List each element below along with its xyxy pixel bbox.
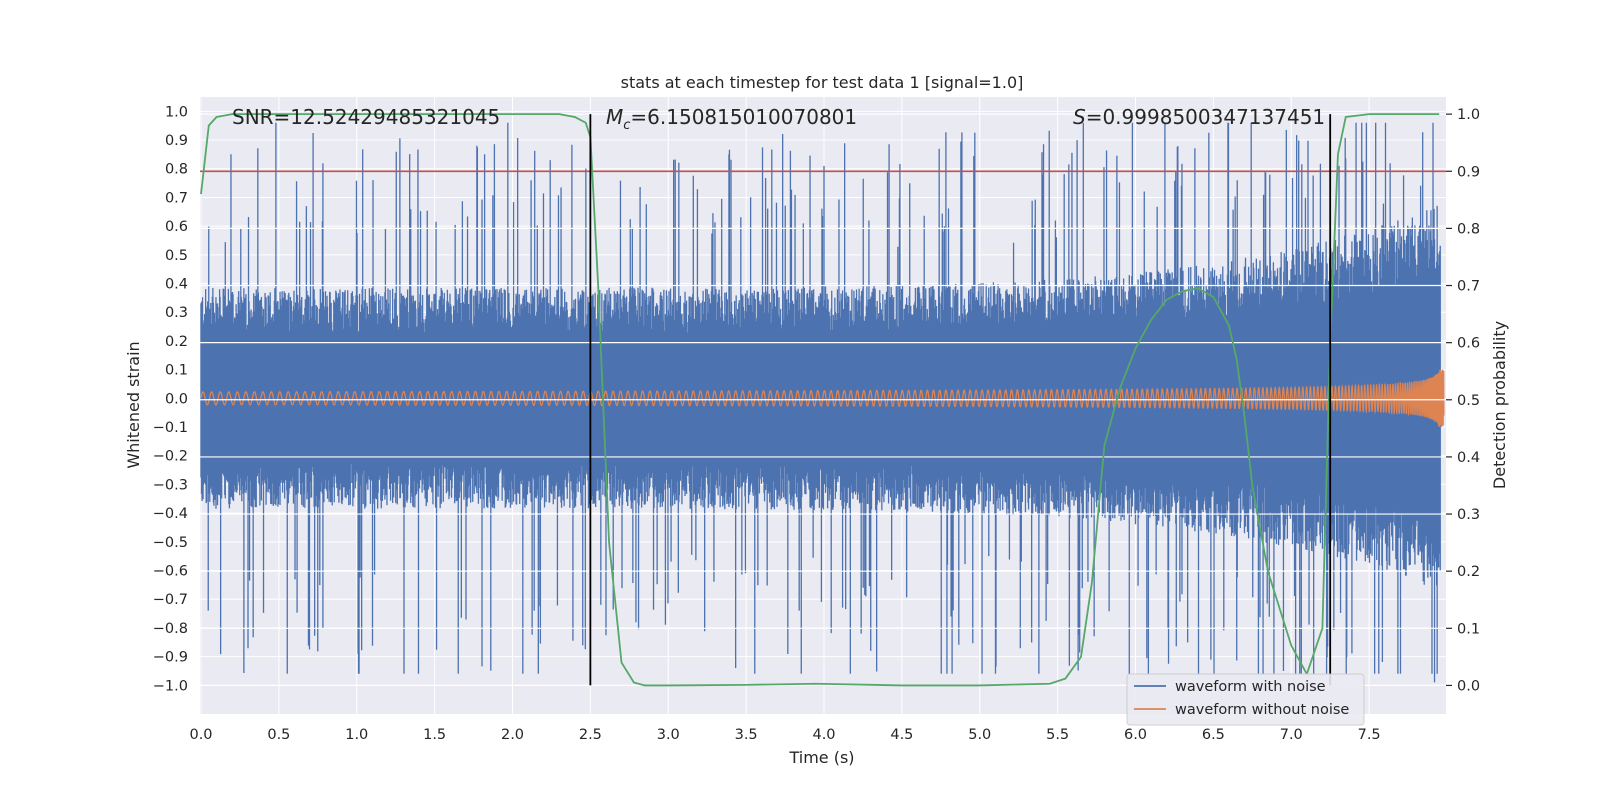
x-tick-label: 5.0 <box>968 727 991 743</box>
clean-waveform-path <box>200 369 1445 428</box>
y-right-tick-label: 0.3 <box>1457 507 1480 523</box>
y-axis-right-ticks: 1.0 0.9 0.8 0.7 0.6 0.5 0.4 0.3 0.2 0.1 0.0 <box>1446 107 1480 694</box>
y-left-tick-label: 0.4 <box>165 277 188 293</box>
y-right-tick-label: 0.2 <box>1457 564 1480 580</box>
y-axis-left-ticks: 1.0 0.9 0.8 0.7 0.6 0.5 0.4 0.3 0.2 0.1 0.0 −0.1 −0.… <box>153 104 188 694</box>
chart-title: stats at each timestep for test data 1 [… <box>621 73 1024 92</box>
y-left-tick-label: −0.9 <box>153 650 188 666</box>
y-left-tick-label: 0.9 <box>165 133 188 149</box>
y-right-tick-label: 0.5 <box>1457 393 1480 409</box>
x-tick-label: 5.5 <box>1046 727 1069 743</box>
y-right-tick-label: 0.9 <box>1457 164 1480 180</box>
x-tick-label: 7.0 <box>1280 727 1303 743</box>
chirp-mass-symbol: M <box>606 105 623 129</box>
y-left-tick-label: −1.0 <box>153 678 188 694</box>
y-left-tick-label: −0.8 <box>153 621 188 637</box>
y-right-tick-label: 0.0 <box>1457 678 1480 694</box>
y-left-tick-label: −0.5 <box>153 535 188 551</box>
y-left-tick-label: 0.1 <box>165 363 188 379</box>
detection-probability-line <box>200 113 1440 687</box>
x-tick-label: 3.0 <box>657 727 680 743</box>
snr-annotation: SNR=12.52429485321045 <box>232 105 500 129</box>
y-right-tick-label: 1.0 <box>1457 107 1480 123</box>
y-left-tick-label: 1.0 <box>165 104 188 120</box>
y-right-tick-label: 0.4 <box>1457 450 1480 466</box>
legend-box <box>1126 673 1365 726</box>
x-tick-label: 0.0 <box>189 727 212 743</box>
y-left-tick-label: −0.1 <box>153 420 188 436</box>
y-right-tick-label: 0.6 <box>1457 336 1480 352</box>
chirp-mass-annotation: Mc=6.150815010070801 <box>606 105 857 133</box>
chirp-mass-subscript: c <box>623 118 630 133</box>
y-left-tick-label: 0.0 <box>165 391 188 407</box>
x-tick-label: 0.5 <box>267 727 290 743</box>
y-left-tick-label: −0.7 <box>153 592 188 608</box>
y-left-tick-label: 0.2 <box>165 334 188 350</box>
y-left-tick-label: 0.7 <box>165 190 188 206</box>
y-left-tick-label: −0.6 <box>153 564 188 580</box>
y-left-tick-label: 0.5 <box>165 248 188 264</box>
x-tick-label: 7.5 <box>1358 727 1381 743</box>
y-left-tick-label: −0.2 <box>153 449 188 465</box>
x-tick-label: 6.0 <box>1124 727 1147 743</box>
y-left-tick-label: −0.4 <box>153 506 188 522</box>
x-axis-ticks: 0.0 0.5 1.0 1.5 2.0 2.5 3.0 3.5 4.0 4.5 5.0 5.5 6.0 6… <box>189 727 1380 743</box>
x-tick-label: 2.5 <box>579 727 602 743</box>
legend-label-noise: waveform with noise <box>1175 679 1326 695</box>
y-left-tick-label: 0.6 <box>165 219 188 235</box>
y-left-tick-label: 0.8 <box>165 162 188 178</box>
y-axis-right-label: Detection probability <box>1490 321 1509 489</box>
y-right-tick-label: 0.8 <box>1457 221 1480 237</box>
y-right-tick-label: 0.7 <box>1457 279 1480 295</box>
x-tick-label: 4.0 <box>812 727 835 743</box>
legend: waveform with noise waveform without noi… <box>1126 673 1365 726</box>
x-tick-label: 4.5 <box>890 727 913 743</box>
y-axis-left-label: Whitened strain <box>124 341 143 468</box>
waveform-without-noise-series <box>200 369 1445 428</box>
x-axis-label: Time (s) <box>788 748 854 767</box>
s-value: =0.9998500347137451 <box>1086 105 1325 129</box>
chirp-mass-value: =6.150815010070801 <box>630 105 857 129</box>
y-right-tick-label: 0.1 <box>1457 621 1480 637</box>
y-left-tick-label: 0.3 <box>165 305 188 321</box>
s-symbol: S <box>1073 105 1086 129</box>
legend-label-clean: waveform without noise <box>1175 702 1349 718</box>
s-annotation: S=0.9998500347137451 <box>1073 105 1325 129</box>
x-tick-label: 1.0 <box>345 727 368 743</box>
x-tick-label: 6.5 <box>1202 727 1225 743</box>
x-tick-label: 3.5 <box>735 727 758 743</box>
y-left-tick-label: −0.3 <box>153 477 188 493</box>
x-tick-label: 2.0 <box>501 727 524 743</box>
x-tick-label: 1.5 <box>423 727 446 743</box>
